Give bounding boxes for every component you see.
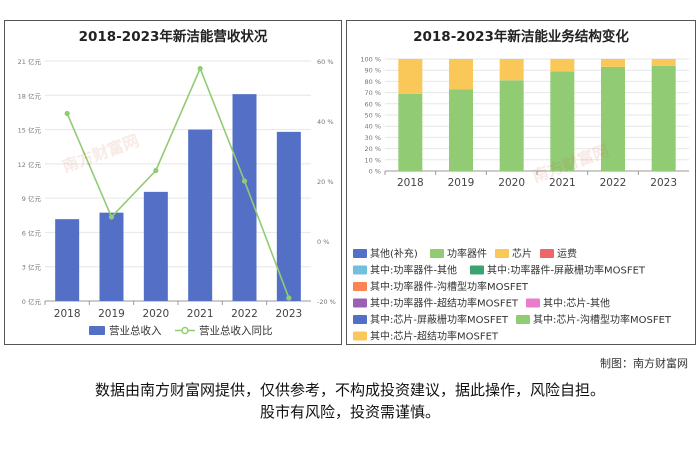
y-tick-label: 80 % (364, 78, 381, 86)
y-tick-label: 10 % (364, 156, 381, 164)
y-left-tick-label: 15 亿元 (18, 126, 42, 135)
stack-segment (499, 80, 524, 171)
legend-swatch (353, 315, 367, 324)
y-left-tick-label: 9 亿元 (22, 194, 42, 203)
structure-chart-panel: 2018-2023年新洁能业务结构变化 0 % 10 % 20 % 30 % 40 % 5… (346, 20, 696, 345)
stack-segment (550, 71, 575, 171)
y-left-tick-label: 3 亿元 (22, 263, 42, 272)
y-left-tick-label: 18 亿元 (18, 91, 42, 100)
y-right-tick-label: -20 % (317, 298, 336, 306)
legend-label: 其中:芯片-沟槽型功率MOSFET (533, 313, 672, 326)
y-right-tick-label: 20 % (317, 178, 334, 186)
stack-segment (398, 59, 423, 94)
y-tick-label: 40 % (364, 123, 381, 131)
revenue-bar (276, 131, 301, 301)
x-tick-label: 2018 (54, 308, 81, 320)
legend-label: 其中:功率器件-超结功率MOSFET (370, 297, 519, 310)
yoy-point (241, 178, 248, 184)
legend-swatch (353, 298, 367, 308)
yoy-point (153, 167, 159, 174)
x-tick-label: 2023 (650, 177, 677, 189)
x-tick-label: 2020 (498, 177, 525, 189)
legend-swatch (540, 249, 554, 258)
legend-swatch (495, 249, 509, 258)
legend-swatch (430, 249, 444, 258)
stack-segment (651, 65, 676, 171)
legend-label: 其中:功率器件-沟槽型功率MOSFET (370, 280, 529, 293)
y-tick-label: 60 % (364, 100, 381, 108)
x-tick-label: 2023 (275, 308, 302, 320)
stack-segment (499, 59, 524, 81)
yoy-point (108, 214, 115, 220)
revenue-bar (188, 129, 213, 301)
x-tick-label: 2019 (98, 308, 125, 320)
x-tick-label: 2020 (142, 308, 169, 320)
disclaimer-line-1: 数据由南方财富网提供，仅供参考，不构成投资建议，据此操作，风险自担。 (94, 381, 605, 399)
y-tick-label: 20 % (364, 145, 381, 153)
revenue-chart-panel: 2018-2023年新洁能营收状况 0 亿元 3 亿元 6 亿元 9 亿元 12 亿元 1… (4, 20, 342, 345)
y-tick-label: 50 % (364, 112, 381, 120)
legend-label: 其中:芯片-屏蔽栅功率MOSFET (370, 313, 509, 326)
legend-label: 运费 (557, 247, 577, 260)
structure-chart-title: 2018-2023年新洁能业务结构变化 (413, 29, 629, 45)
y-tick-label: 0 % (369, 168, 381, 176)
y-right-tick-label: 0 % (317, 238, 329, 246)
x-tick-label: 2019 (448, 177, 475, 189)
stack-segment (550, 59, 575, 72)
stack-segment (449, 59, 473, 90)
x-tick-label: 2021 (549, 177, 576, 189)
y-left-tick-label: 6 亿元 (22, 228, 42, 237)
legend-label: 功率器件 (447, 247, 487, 260)
stack-segment (601, 66, 625, 171)
revenue-bar (55, 219, 80, 301)
revenue-bar (232, 94, 257, 302)
y-tick-label: 90 % (364, 67, 381, 75)
legend-swatch (526, 298, 540, 308)
legend-label: 其中:功率器件-其他 (370, 264, 457, 277)
y-tick-label: 30 % (364, 134, 381, 142)
revenue-chart: 0 亿元 3 亿元 6 亿元 9 亿元 12 亿元 15 亿元 18 亿元 21 亿元 -20 … (18, 57, 336, 337)
stack-segment (449, 89, 473, 171)
stack-segment (651, 59, 676, 66)
y-left-tick-label: 12 亿元 (18, 160, 42, 169)
x-tick-label: 2022 (600, 177, 627, 189)
structure-chart: 0 % 10 % 20 % 30 % 40 % 50 % 60 % 70 % 80 % 90 % 1… (353, 56, 689, 343)
legend-swatch (353, 282, 367, 291)
y-right-tick-label: 60 % (317, 58, 334, 66)
revenue-chart-title: 2018-2023年新洁能营收状况 (78, 29, 268, 45)
yoy-point (197, 65, 203, 72)
yoy-point (286, 295, 292, 301)
legend-label: 其中:功率器件-屏蔽栅功率MOSFET (487, 264, 646, 277)
legend-bar-label: 营业总收入 (109, 324, 162, 337)
x-tick-label: 2018 (397, 177, 424, 189)
x-tick-label: 2021 (187, 308, 214, 320)
revenue-bar (143, 191, 168, 301)
y-tick-label: 70 % (364, 89, 381, 97)
legend-label: 其中:芯片-其他 (543, 297, 610, 310)
legend-line-label: 营业总收入同比 (199, 324, 273, 337)
y-left-tick-label: 21 亿元 (18, 57, 42, 66)
legend-label: 芯片 (512, 247, 532, 260)
credit-text: 制图：南方财富网 (600, 357, 688, 370)
revenue-bar (99, 212, 124, 301)
legend-swatch (353, 249, 367, 258)
yoy-point (64, 110, 70, 117)
disclaimer-line-2: 股市有风险，投资需谨慎。 (259, 403, 440, 421)
legend-bar-swatch (89, 326, 105, 335)
y-left-tick-label: 0 亿元 (22, 297, 42, 306)
legend-line-marker (181, 326, 189, 335)
x-tick-label: 2022 (231, 308, 258, 320)
legend-swatch (353, 265, 367, 275)
y-tick-label: 100 % (360, 56, 381, 64)
y-right-tick-label: 40 % (317, 118, 334, 126)
legend-swatch (470, 265, 484, 275)
stack-segment (398, 93, 423, 171)
legend-label: 其中:芯片-超结功率MOSFET (370, 330, 499, 343)
legend-swatch (516, 315, 530, 324)
legend-label: 其他(补充) (370, 247, 418, 260)
stack-segment (601, 59, 625, 67)
legend-swatch (353, 331, 367, 341)
yoy-line (66, 66, 290, 299)
